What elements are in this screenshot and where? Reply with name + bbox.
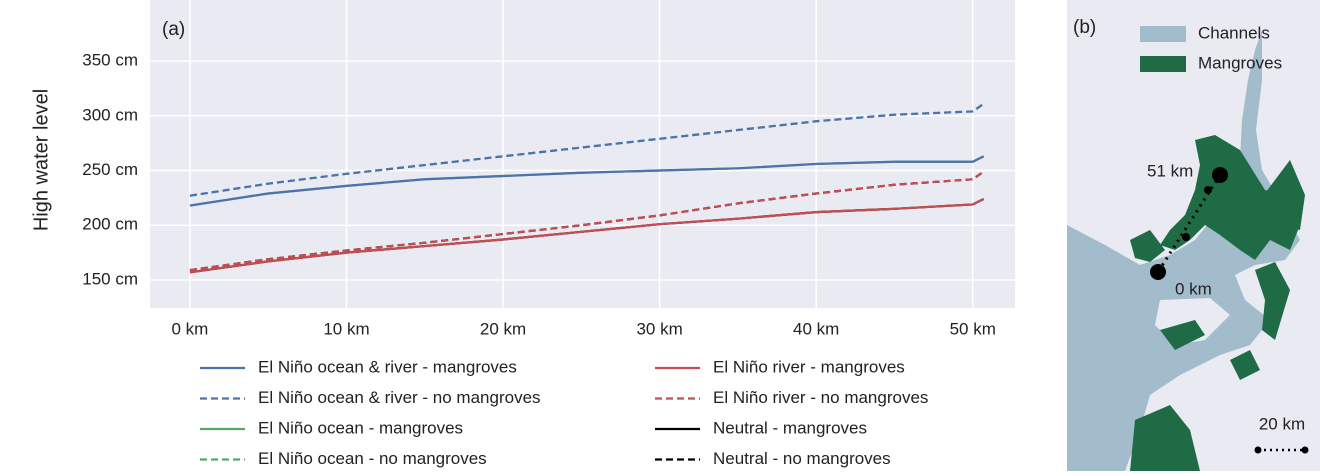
legend-label: El Niño ocean - mangroves	[258, 418, 463, 437]
marker-label: 0 km	[1175, 279, 1212, 298]
legend-label: El Niño river - no mangroves	[713, 388, 928, 407]
marker	[1150, 264, 1166, 280]
transect	[1156, 174, 1222, 273]
series-line	[189, 155, 985, 207]
mangroves	[1230, 350, 1260, 380]
y-tick-label: 350 cm	[82, 51, 138, 70]
legend-swatch	[1140, 26, 1186, 42]
legend-label: El Niño ocean & river - no mangroves	[258, 388, 541, 407]
y-tick-label: 150 cm	[82, 269, 138, 288]
mangroves	[1160, 320, 1205, 350]
legend-swatch	[1140, 56, 1186, 72]
legend-label: Mangroves	[1198, 53, 1282, 72]
x-tick-label: 0 km	[172, 319, 209, 338]
scale-bar-end	[1301, 446, 1309, 454]
mangroves	[1255, 262, 1290, 340]
y-tick-label: 250 cm	[82, 160, 138, 179]
marker	[1204, 186, 1212, 194]
legend-label: El Niño ocean & river - mangroves	[258, 357, 517, 376]
legend-label: El Niño ocean - no mangroves	[258, 449, 487, 468]
mangroves	[1130, 230, 1165, 262]
map-panel: 51 km 0 km (b) 20 km Channels Mangroves	[1067, 0, 1320, 471]
mangroves	[1130, 405, 1200, 471]
legend-label: El Niño river - mangroves	[713, 357, 905, 376]
marker	[1212, 167, 1228, 183]
marker	[1182, 233, 1190, 241]
x-tick-label: 10 km	[323, 319, 369, 338]
x-tick-label: 50 km	[950, 319, 996, 338]
x-tick-label: 20 km	[480, 319, 526, 338]
marker-label: 51 km	[1147, 161, 1193, 180]
panel-label: (b)	[1073, 17, 1096, 38]
scale-label: 20 km	[1259, 414, 1305, 433]
series-line	[189, 170, 985, 272]
legend-label: Channels	[1198, 23, 1270, 42]
scale-bar-end	[1254, 446, 1262, 454]
series-line	[189, 198, 985, 274]
y-tick-label: 200 cm	[82, 215, 138, 234]
x-tick-label: 40 km	[793, 319, 839, 338]
channels	[1067, 30, 1300, 471]
panel-label: (a)	[162, 19, 185, 40]
mangroves	[1260, 160, 1305, 230]
y-axis-label: High water level	[30, 89, 52, 231]
legend-label: Neutral - no mangroves	[713, 449, 891, 468]
plot-background	[150, 0, 1015, 308]
series-line	[189, 102, 985, 197]
legend-label: Neutral - mangroves	[713, 418, 867, 437]
y-tick-label: 300 cm	[82, 105, 138, 124]
mangroves	[1160, 135, 1300, 260]
x-tick-label: 30 km	[636, 319, 682, 338]
